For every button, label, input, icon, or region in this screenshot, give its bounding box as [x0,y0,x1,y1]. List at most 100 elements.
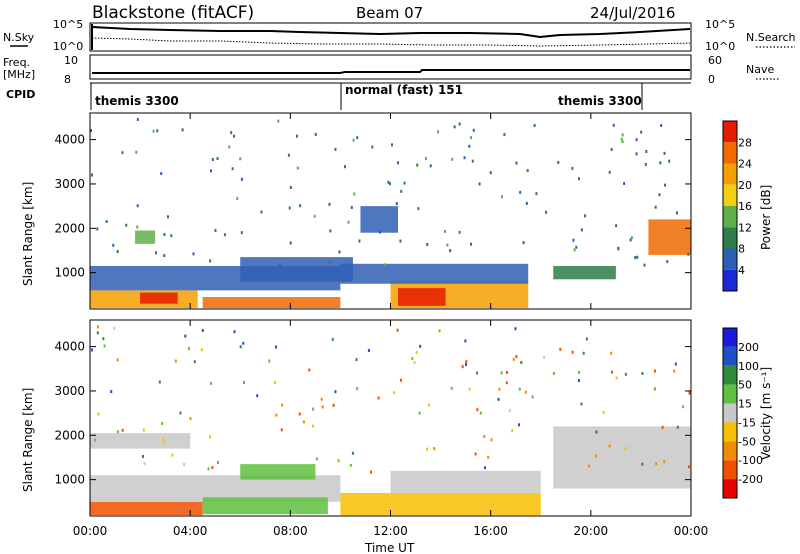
power-echo [347,220,350,224]
power-echo [403,181,406,185]
noise-tick-bottom-right: 10^0 [705,40,735,53]
power-echo [573,248,576,252]
velocity-echo [428,403,431,407]
velocity-echo [500,371,503,375]
velocity-echo [687,465,690,469]
velocity-y-label: Slant Range [km] [21,388,35,492]
velocity-colorbar-tick: -50 [738,435,756,448]
velocity-echo [143,462,146,466]
power-echo [136,225,139,229]
power-echo [533,123,536,127]
power-echo [526,169,529,173]
velocity-echo [256,394,259,398]
power-echo [575,245,578,249]
velocity-echo [608,444,611,448]
power-echo [623,182,626,186]
velocity-echo [189,417,192,421]
velocity-echo [302,420,305,424]
velocity-echo [239,345,242,349]
power-echo [478,182,481,186]
power-echo [396,161,399,165]
power-echo [163,233,166,237]
power-echo [240,177,243,181]
power-echo [152,129,155,133]
velocity-echo [102,337,105,341]
power-echo [416,163,419,167]
velocity-echo [94,438,97,442]
noise-tick-top-left: 10^5 [53,18,83,31]
power-echo [629,238,632,242]
velocity-colorbar-tick: 50 [738,379,752,392]
noise-panel [89,22,692,52]
velocity-echo [624,372,627,376]
velocity-echo [161,438,164,442]
power-colorbar-swatch [723,163,737,185]
power-ytick-label: 1000 [54,266,85,280]
velocity-echo [141,454,144,458]
velocity-echo [476,408,479,412]
velocity-echo [308,368,311,372]
power-echo [314,132,317,136]
velocity-echo [163,441,166,445]
power-echo [660,124,663,128]
power-echo [90,173,93,177]
velocity-echo [580,402,583,406]
power-echo [458,230,461,234]
power-echo [209,259,212,263]
velocity-echo [183,462,186,466]
velocity-echo [653,369,656,373]
power-echo [299,204,302,208]
velocity-echo [520,360,523,364]
velocity-echo [217,460,220,464]
nave-label: Nave [746,63,774,76]
velocity-echo [315,457,318,461]
velocity-echo [483,434,486,438]
velocity-echo [415,350,418,354]
velocity-echo [673,369,676,373]
time-tick-label: 20:00 [574,524,609,538]
time-tick-label: 04:00 [173,524,208,538]
power-echo [634,256,637,260]
power-echo [608,170,611,174]
power-echo [617,246,620,250]
velocity-echo [377,396,380,400]
power-echo [580,228,583,232]
power-echo [621,133,624,137]
velocity-echo [268,359,271,363]
power-echo [489,171,492,175]
power-echo [356,136,359,140]
power-echo [630,236,633,240]
velocity-echo [158,380,161,384]
power-echo [192,252,195,256]
power-echo [328,260,331,264]
power-colorbar-swatch [723,269,737,291]
power-echo [453,125,456,129]
velocity-echo [465,360,468,364]
velocity-colorbar-tick: -200 [738,473,763,486]
power-echo [463,156,466,160]
power-echo [233,134,236,138]
velocity-echo [337,459,340,463]
power-scatter [90,117,690,267]
power-echo [444,229,447,233]
velocity-echo [653,387,656,391]
velocity-echo [674,362,677,366]
velocity-echo [464,339,467,343]
power-region-4 [240,257,353,282]
power-echo [338,250,341,254]
power-region-10 [135,230,156,244]
velocity-colorbar-swatch [723,328,737,347]
power-echo [666,260,669,264]
power-colorbar-swatch [723,184,737,206]
power-echo [643,263,646,267]
velocity-region-2 [202,497,328,515]
velocity-echo [193,360,196,364]
power-colorbar-tick: 24 [738,158,752,171]
power-echo [239,157,242,161]
velocity-region-7 [90,433,191,449]
power-echo [163,254,166,258]
power-region-2 [140,292,178,304]
velocity-echo [524,390,527,394]
velocity-echo [209,435,212,439]
freq-series [92,69,690,74]
